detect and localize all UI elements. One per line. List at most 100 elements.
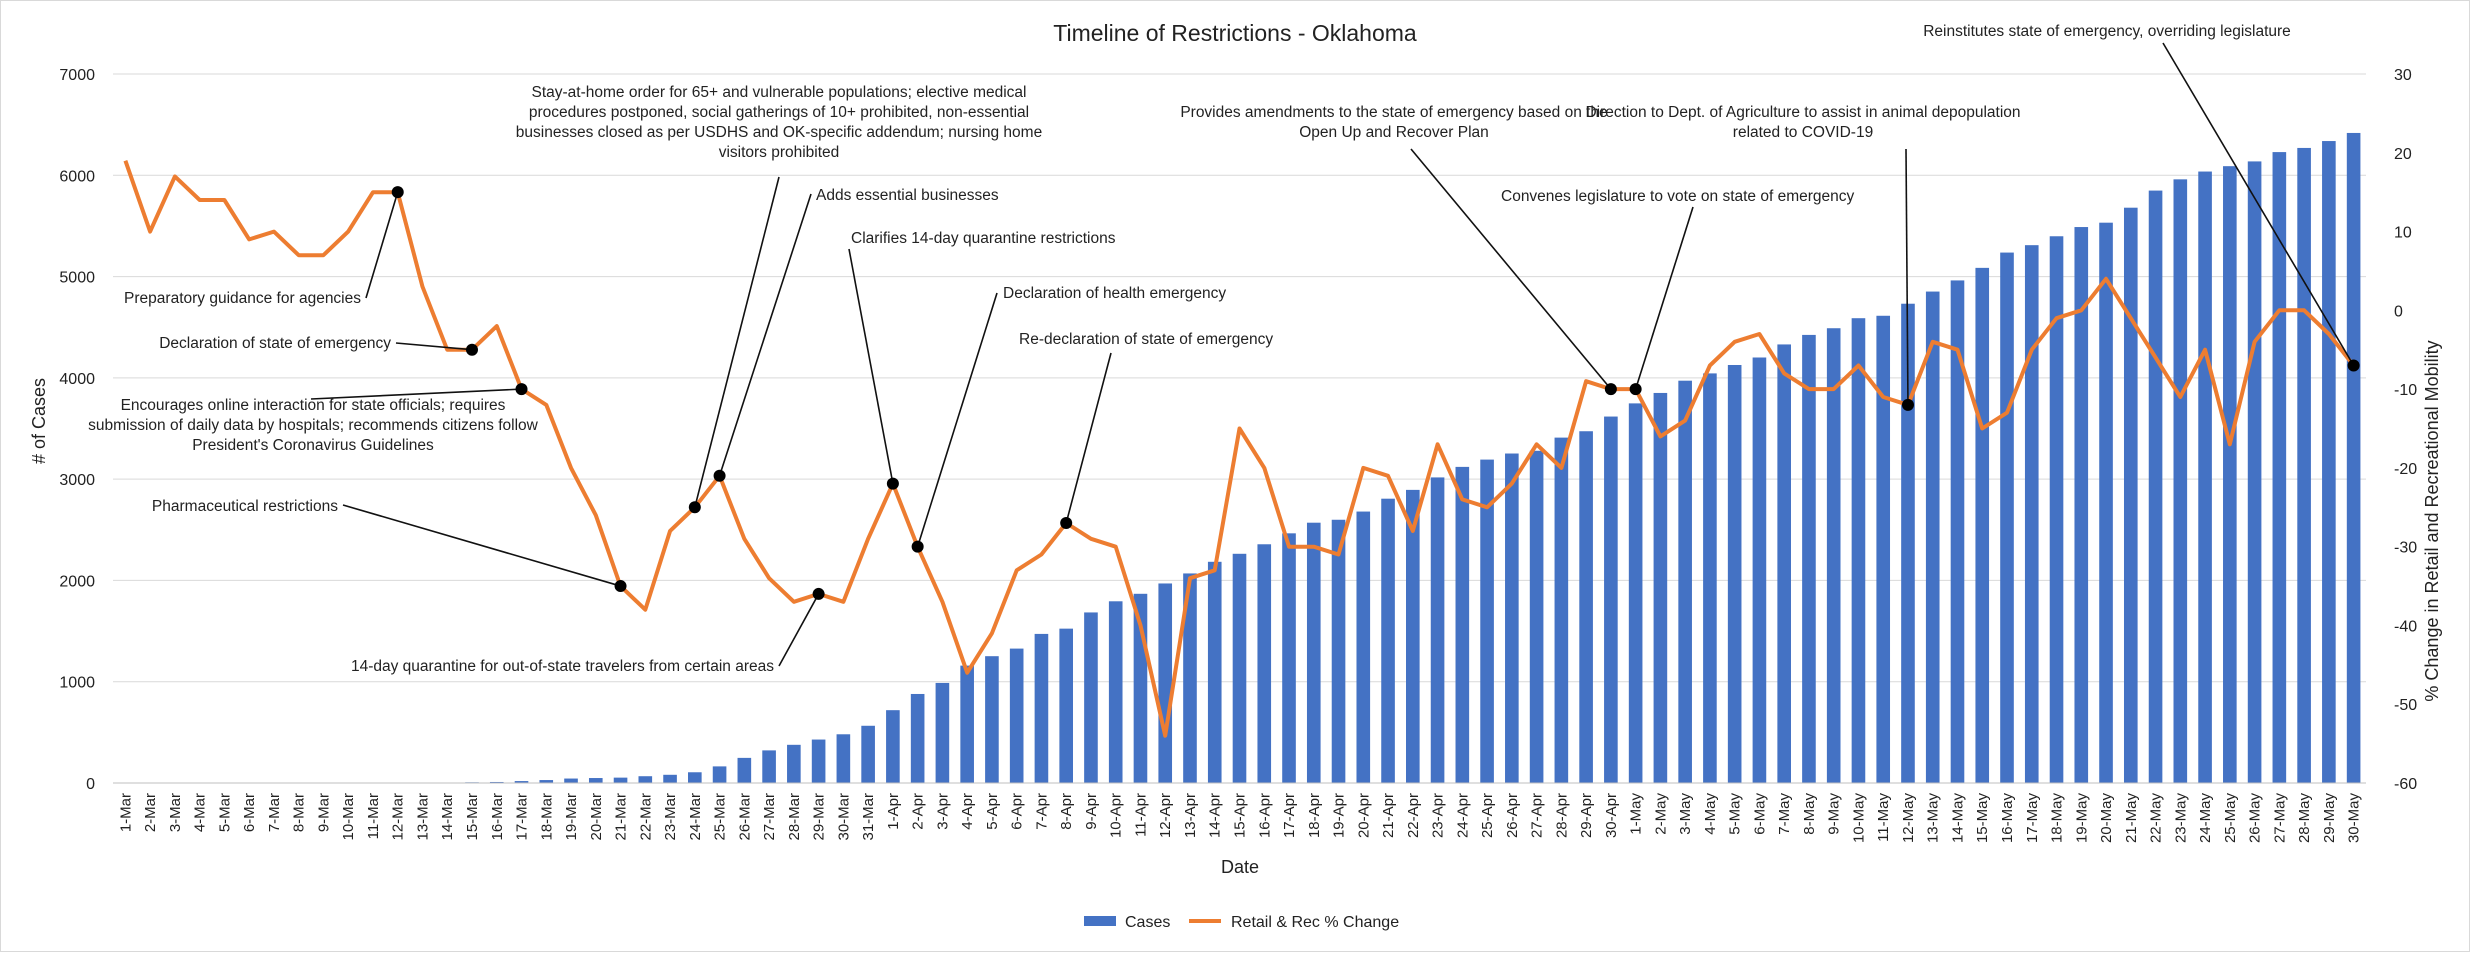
bar-cases	[1257, 544, 1271, 783]
x-tick-label: 3-Mar	[167, 793, 184, 832]
x-tick-label: 4-May	[1702, 793, 1719, 835]
annotation-text: Reinstitutes state of emergency, overrid…	[1923, 23, 2291, 40]
bar-cases	[1703, 373, 1717, 783]
annotation-marker	[912, 541, 924, 553]
bar-cases	[638, 776, 652, 783]
x-tick-label: 10-Apr	[1108, 793, 1125, 838]
x-tick-label: 29-Mar	[811, 793, 828, 841]
bar-cases	[1678, 381, 1692, 783]
x-tick-label: 11-May	[1875, 793, 1892, 842]
x-tick-label: 2-Mar	[142, 793, 159, 832]
x-tick-label: 16-Mar	[489, 793, 506, 841]
bar-cases	[1975, 268, 1989, 783]
y-left-tick-label: 0	[86, 776, 95, 793]
y-right-tick-label: -60	[2394, 776, 2417, 793]
bar-cases	[1926, 292, 1940, 783]
x-tick-label: 18-Apr	[1306, 793, 1323, 838]
x-tick-label: 13-Mar	[414, 793, 431, 841]
x-tick-label: 21-May	[2123, 793, 2140, 844]
annotation-marker	[1630, 383, 1642, 395]
x-tick-label: 2-Apr	[910, 793, 927, 830]
y-left-tick-label: 4000	[59, 371, 95, 388]
x-tick-label: 17-Mar	[514, 793, 531, 841]
x-tick-label: 25-May	[2222, 793, 2239, 844]
x-tick-label: 13-May	[1925, 793, 1942, 844]
x-tick-label: 24-Apr	[1454, 793, 1471, 838]
bar-cases	[985, 656, 999, 783]
x-tick-label: 27-May	[2271, 793, 2288, 844]
annotation-text: Encourages online interaction for state …	[88, 397, 539, 454]
y-right-tick-label: 0	[2394, 303, 2403, 320]
x-tick-label: 31-Mar	[860, 793, 877, 841]
bar-cases	[1827, 328, 1841, 783]
y-left-tick-label: 6000	[59, 168, 95, 185]
annotation-marker	[615, 580, 627, 592]
x-tick-label: 12-May	[1900, 793, 1917, 844]
y-axis-right-label: % Change in Retail and Recreational Mobi…	[2422, 340, 2442, 701]
annotation-text: Direction to Dept. of Agriculture to ass…	[1585, 104, 2020, 141]
x-tick-label: 28-Apr	[1553, 793, 1570, 838]
x-tick-label: 27-Mar	[761, 793, 778, 841]
bar-cases	[1332, 520, 1346, 783]
x-tick-label: 23-Mar	[662, 793, 679, 841]
x-tick-label: 20-Apr	[1355, 793, 1372, 838]
annotation-leader-line	[396, 343, 472, 350]
bar-cases	[1381, 499, 1395, 783]
bar-cases	[1604, 417, 1618, 783]
bar-cases	[2000, 253, 2014, 783]
bar-cases	[1208, 562, 1222, 783]
bar-cases	[1158, 583, 1172, 783]
x-tick-label: 3-May	[1677, 793, 1694, 835]
x-tick-label: 13-Apr	[1182, 793, 1199, 838]
annotation-leader-line	[849, 249, 893, 484]
bar-cases	[2297, 148, 2311, 783]
bar-cases	[2322, 141, 2336, 783]
x-tick-label: 11-Mar	[365, 793, 382, 839]
x-tick-label: 1-Apr	[885, 793, 902, 830]
bar-cases	[1629, 403, 1643, 783]
y-right-tick-label: -20	[2394, 461, 2417, 478]
y-axis-left-label: # of Cases	[29, 378, 49, 464]
bar-cases	[688, 772, 702, 783]
x-tick-label: 4-Apr	[959, 793, 976, 830]
bar-cases	[1431, 477, 1445, 783]
x-tick-label: 6-Apr	[1009, 793, 1026, 830]
x-tick-label: 9-May	[1826, 793, 1843, 835]
y-right-tick-label: -30	[2394, 540, 2417, 557]
bar-cases	[2223, 166, 2237, 783]
x-tick-label: 18-Mar	[538, 793, 555, 841]
x-tick-label: 20-Mar	[588, 793, 605, 841]
annotation-marker	[887, 478, 899, 490]
bar-cases	[1406, 490, 1420, 783]
bar-cases	[738, 758, 752, 783]
x-tick-label: 19-Apr	[1331, 793, 1348, 838]
x-tick-label: 7-Apr	[1033, 793, 1050, 830]
bar-cases	[1233, 554, 1247, 783]
bar-cases	[589, 778, 603, 783]
y-right-tick-label: -40	[2394, 618, 2417, 635]
x-tick-label: 30-May	[2346, 793, 2363, 844]
bar-cases	[713, 766, 727, 783]
annotation-leader-line	[779, 594, 819, 666]
x-tick-label: 7-Mar	[266, 793, 283, 832]
y-right-tick-label: 20	[2394, 146, 2412, 163]
bar-cases	[564, 779, 578, 783]
bar-cases	[787, 745, 801, 783]
x-tick-label: 18-May	[2049, 793, 2066, 844]
x-tick-label: 16-May	[1999, 793, 2016, 844]
y-left-tick-label: 5000	[59, 270, 95, 287]
y-right-tick-label: -10	[2394, 382, 2417, 399]
annotation-leader-line	[918, 293, 997, 547]
annotation-text: Preparatory guidance for agencies	[124, 290, 361, 307]
x-tick-label: 22-May	[2148, 793, 2165, 844]
bar-cases	[2248, 161, 2262, 783]
bar-cases	[1728, 365, 1742, 783]
bar-cases	[1555, 438, 1569, 783]
x-tick-label: 5-Mar	[216, 793, 233, 832]
bar-cases	[1035, 634, 1049, 783]
x-tick-label: 14-Apr	[1207, 793, 1224, 838]
bar-cases	[2174, 179, 2188, 783]
annotation-leader-line	[1066, 353, 1111, 523]
bar-cases	[861, 726, 875, 783]
x-tick-label: 20-May	[2098, 793, 2115, 844]
